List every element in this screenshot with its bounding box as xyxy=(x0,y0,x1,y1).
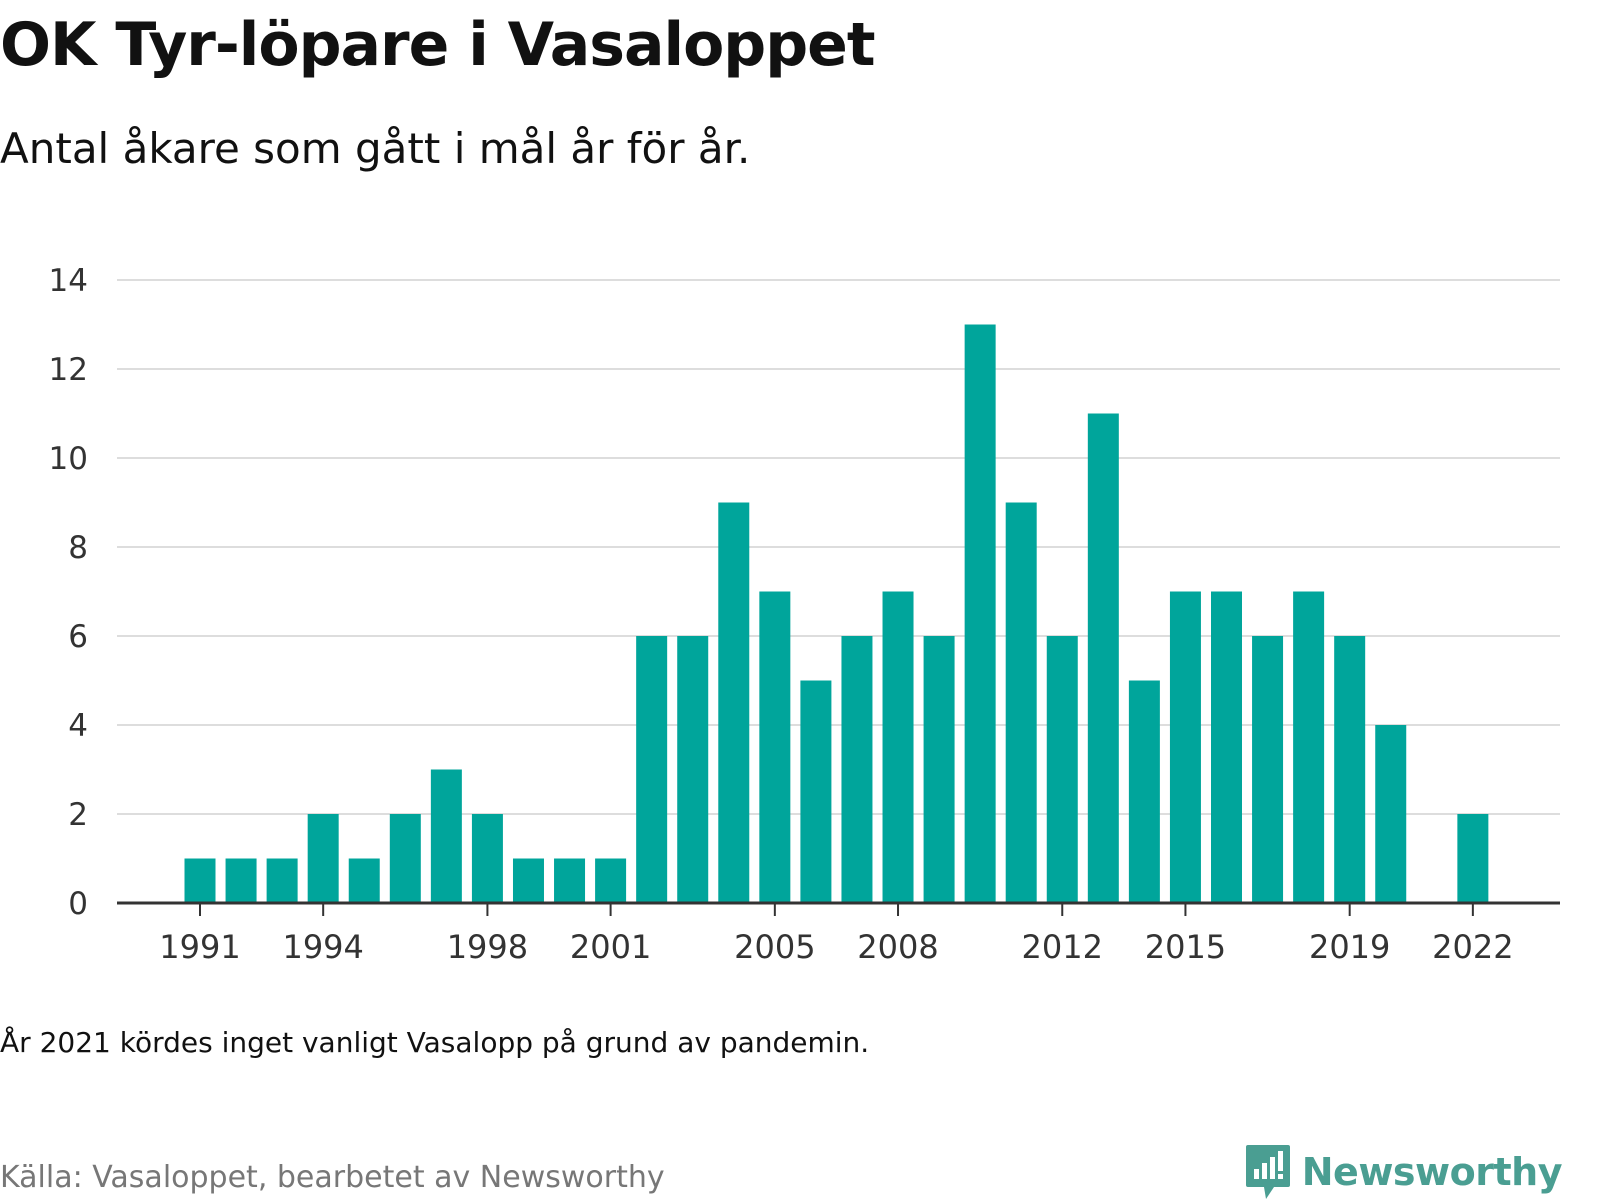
bar-1993 xyxy=(266,858,298,903)
bar-1994 xyxy=(307,814,339,903)
bar-2011 xyxy=(1005,502,1037,903)
bar-2004 xyxy=(718,502,750,903)
bar-2015 xyxy=(1169,591,1201,903)
y-tick-label: 14 xyxy=(49,263,88,299)
chart-subtitle: Antal åkare som gått i mål år för år. xyxy=(0,124,751,173)
bar-2019 xyxy=(1334,636,1366,903)
bar-2000 xyxy=(554,858,586,903)
bar-2017 xyxy=(1252,636,1284,903)
bar-1998 xyxy=(471,814,503,903)
bar-2008 xyxy=(882,591,914,903)
bar-2013 xyxy=(1087,413,1119,903)
x-tick-label: 2005 xyxy=(734,928,815,966)
bar-chart: 0 2 4 6 8 10 12 14 1991 1994 1998 2001 2005 2008 2012… xyxy=(49,263,1560,966)
bar-2018 xyxy=(1293,591,1325,903)
bar-1996 xyxy=(389,814,421,903)
x-tick-label: 2019 xyxy=(1309,928,1390,966)
y-tick-label: 0 xyxy=(68,886,88,922)
bar-2020 xyxy=(1375,725,1407,903)
y-tick-label: 10 xyxy=(49,441,88,477)
bar-2001 xyxy=(595,858,627,903)
y-tick-label: 12 xyxy=(49,352,88,388)
x-tick-label: 2012 xyxy=(1022,928,1103,966)
source-text: Källa: Vasaloppet, bearbetet av Newswort… xyxy=(0,1160,665,1195)
bar-2003 xyxy=(677,636,709,903)
x-tick-labels: 1991 1994 1998 2001 2005 2008 2012 2015 2019 2022 xyxy=(159,928,1513,966)
bar-2022 xyxy=(1457,814,1489,903)
bars xyxy=(184,324,1489,903)
y-tick-labels: 0 2 4 6 8 10 12 14 xyxy=(49,263,88,922)
bar-2014 xyxy=(1128,680,1160,903)
bar-1992 xyxy=(225,858,257,903)
bar-2010 xyxy=(964,324,996,903)
x-tick-label: 1994 xyxy=(282,928,363,966)
x-axis xyxy=(117,901,1560,916)
bar-1997 xyxy=(430,769,462,903)
bar-2009 xyxy=(923,636,955,903)
bar-chart-speech-bubble-icon xyxy=(1245,1145,1290,1199)
x-tick-label: 2022 xyxy=(1432,928,1513,966)
bar-1995 xyxy=(348,858,380,903)
bar-2007 xyxy=(841,636,873,903)
y-tick-label: 8 xyxy=(68,530,88,566)
x-tick-label: 1998 xyxy=(447,928,528,966)
bar-2006 xyxy=(800,680,832,903)
bar-2012 xyxy=(1046,636,1078,903)
bar-2005 xyxy=(759,591,791,903)
x-tick-label: 2001 xyxy=(570,928,651,966)
y-tick-label: 4 xyxy=(68,708,88,744)
bar-1999 xyxy=(512,858,544,903)
brand-name: Newsworthy xyxy=(1301,1150,1563,1194)
x-tick-label: 1991 xyxy=(159,928,240,966)
x-tick-label: 2008 xyxy=(857,928,938,966)
y-tick-label: 6 xyxy=(68,619,88,655)
y-tick-label: 2 xyxy=(68,797,88,833)
brand-logo: Newsworthy xyxy=(1244,1143,1563,1201)
chart-note: År 2021 kördes inget vanligt Vasalopp på… xyxy=(0,1026,870,1059)
bar-1991 xyxy=(184,858,216,903)
chart-title: OK Tyr-löpare i Vasaloppet xyxy=(0,10,876,80)
x-tick-label: 2015 xyxy=(1145,928,1226,966)
bar-2002 xyxy=(636,636,668,903)
bar-2016 xyxy=(1211,591,1242,903)
